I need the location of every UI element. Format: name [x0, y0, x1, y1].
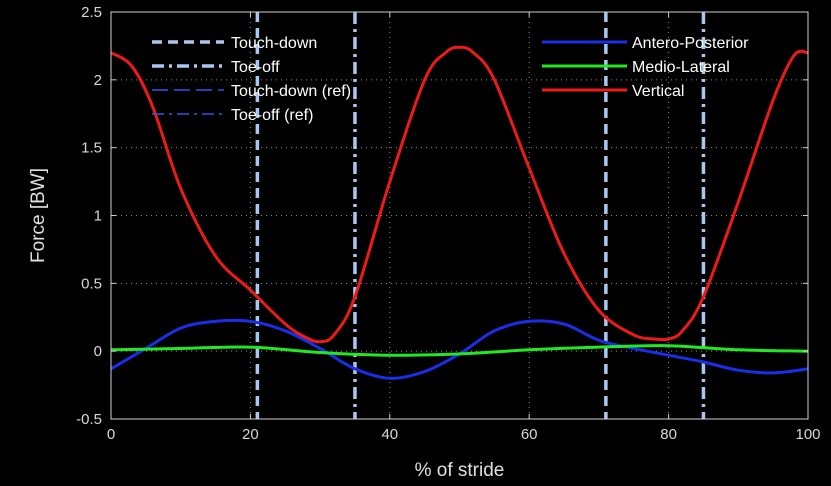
series-line-vertical [110, 45, 809, 344]
x-tick-label: 80 [660, 426, 677, 443]
x-tick-label: 60 [521, 426, 538, 443]
x-axis-label: % of stride [415, 460, 505, 481]
event-lines [255, 12, 706, 419]
legend-label-touch-down: Touch-down [231, 35, 317, 52]
legend-label-touch-down-ref: Touch-down (ref) [231, 83, 351, 100]
legend-label-medio-lateral: Medio-Lateral [632, 59, 730, 76]
x-tick-label: 20 [242, 426, 259, 443]
series-line-medio-lateral [110, 344, 809, 357]
legend-label-vertical: Vertical [632, 83, 684, 100]
y-tick-label: 2.5 [81, 4, 102, 21]
y-tick-label: 2 [94, 72, 102, 89]
x-tick-label: 40 [381, 426, 398, 443]
y-tick-label: 0 [94, 343, 102, 360]
x-tick-label: 100 [795, 426, 820, 443]
legend-label-antero-posterior: Antero-Posterior [632, 35, 749, 52]
y-tick-label: 0.5 [81, 275, 102, 292]
y-tick-label: 1.5 [81, 140, 102, 157]
ticks: 0 20 40 60 80 100 -0.5 0 0.5 1 1.5 2 2.5 [76, 4, 820, 443]
data-series [110, 45, 809, 380]
y-tick-label: -0.5 [76, 411, 102, 428]
legends: Touch-down Toe-off Touch-down (ref) Toe-off… [152, 35, 749, 124]
legend-label-toe-off-ref: Toe-off (ref) [231, 107, 313, 124]
y-tick-label: 1 [94, 208, 102, 225]
legend-label-toe-off: Toe-off [231, 59, 280, 76]
x-tick-label: 0 [107, 426, 115, 443]
y-axis-label: Force [BW] [28, 168, 49, 263]
